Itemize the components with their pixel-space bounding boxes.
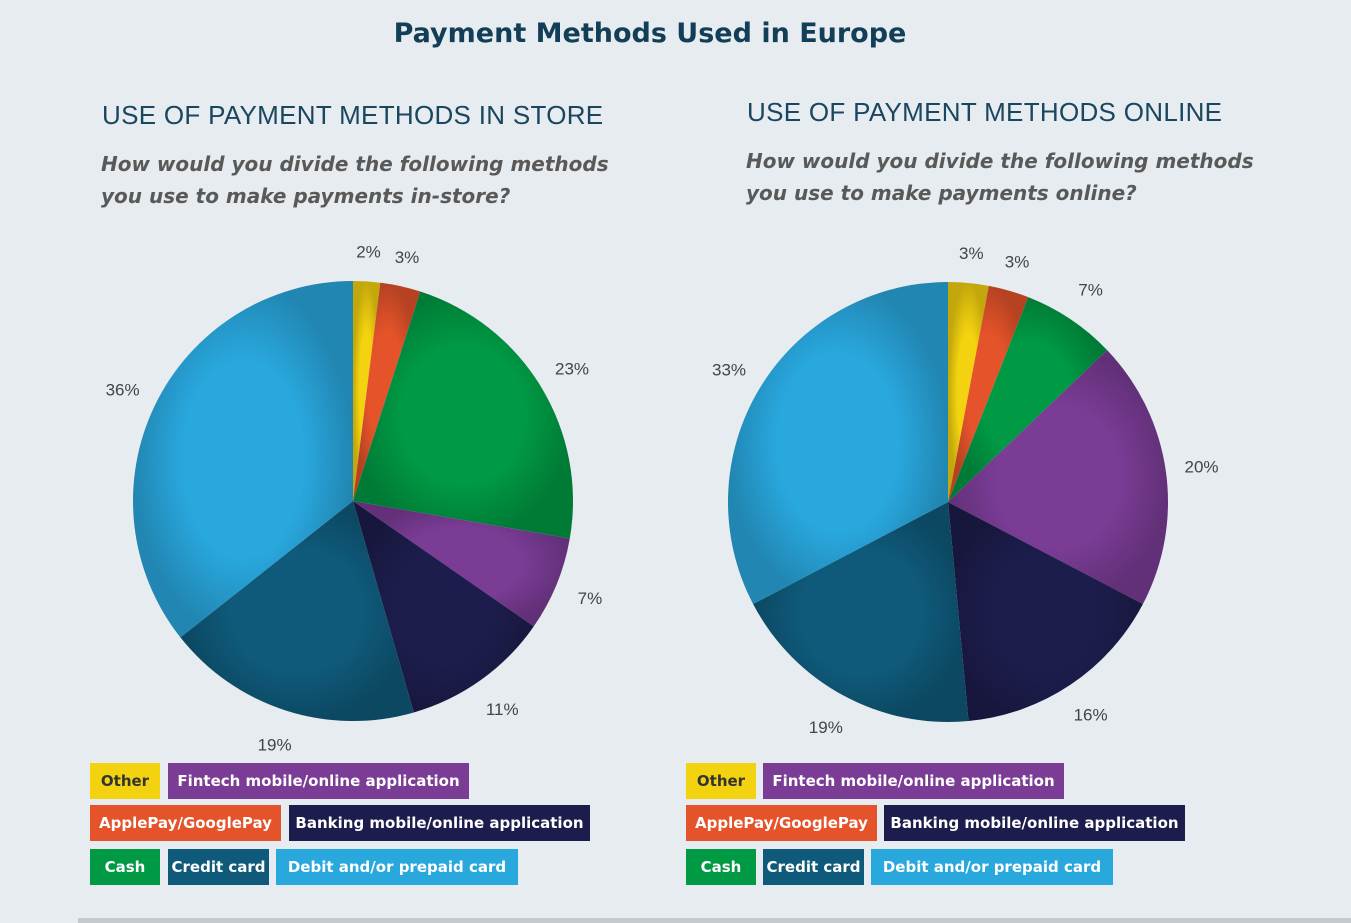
pie-slice-banking xyxy=(353,501,534,713)
pie-label-applepay: 3% xyxy=(1005,253,1030,272)
pie-slice-applepay xyxy=(948,285,1029,502)
pie-label-fintech: 20% xyxy=(1184,457,1218,476)
pie-slice-fintech xyxy=(353,501,570,627)
pie-slice-banking xyxy=(948,502,1143,722)
pie-label-cash: 23% xyxy=(555,359,589,378)
legend-applepay-label: ApplePay/GooglePay xyxy=(99,814,272,832)
legend-cash-label: Cash xyxy=(104,858,146,876)
pie-label-applepay: 3% xyxy=(395,248,420,267)
legend-cash-label: Cash xyxy=(700,858,742,876)
legend-credit-label: Credit card xyxy=(766,858,861,876)
pie-label-banking: 16% xyxy=(1074,706,1108,725)
pie-slice-debit xyxy=(133,281,353,638)
legend-debit: Debit and/or prepaid card xyxy=(276,849,518,885)
online-question-line1: How would you divide the following metho… xyxy=(746,149,1254,173)
pie-slice-other xyxy=(948,282,989,502)
legend-fintech: Fintech mobile/online application xyxy=(168,763,469,799)
legend-credit: Credit card xyxy=(763,849,864,885)
legend-banking: Banking mobile/online application xyxy=(884,805,1185,841)
legend-banking: Banking mobile/online application xyxy=(289,805,590,841)
legend-other: Other xyxy=(90,763,160,799)
page-title: Payment Methods Used in Europe xyxy=(393,18,907,49)
legend-fintech: Fintech mobile/online application xyxy=(763,763,1064,799)
pie-label-banking: 11% xyxy=(486,700,519,719)
pie-label-credit: 19% xyxy=(258,736,292,755)
legend-debit-label: Debit and/or prepaid card xyxy=(287,858,507,876)
legend-banking-label: Banking mobile/online application xyxy=(295,814,584,832)
legend-debit: Debit and/or prepaid card xyxy=(871,849,1113,885)
pie-slice-other xyxy=(353,281,381,501)
pie-label-fintech: 7% xyxy=(578,589,603,608)
pie-label-cash: 7% xyxy=(1078,280,1103,299)
legend-cash: Cash xyxy=(90,849,160,885)
legend-credit: Credit card xyxy=(168,849,269,885)
online-panel-heading: USE OF PAYMENT METHODS ONLINE xyxy=(747,97,1223,127)
legend-applepay: ApplePay/GooglePay xyxy=(90,805,281,841)
legend-banking-label: Banking mobile/online application xyxy=(890,814,1179,832)
legend-debit-label: Debit and/or prepaid card xyxy=(882,858,1102,876)
store-panel-heading: USE OF PAYMENT METHODS IN STORE xyxy=(102,100,604,130)
legend-fintech-label: Fintech mobile/online application xyxy=(177,772,460,790)
pie-label-debit: 33% xyxy=(712,360,746,379)
pie-slice-fintech xyxy=(948,350,1168,605)
pie-slice-applepay xyxy=(353,282,421,501)
pie-slice-cash xyxy=(353,291,574,539)
pie-label-credit: 19% xyxy=(809,718,843,737)
pie-slice-cash xyxy=(948,297,1108,502)
store-question-line2: you use to make payments in-store? xyxy=(101,184,511,208)
legend-other: Other xyxy=(686,763,756,799)
pie-label-debit: 36% xyxy=(106,380,140,399)
online-question-line2: you use to make payments online? xyxy=(746,181,1137,205)
bottom-divider xyxy=(78,918,1351,923)
legend-applepay: ApplePay/GooglePay xyxy=(686,805,877,841)
legend-other-label: Other xyxy=(696,772,746,790)
pie-slice-debit xyxy=(728,282,948,605)
store-question-line1: How would you divide the following metho… xyxy=(101,152,609,176)
legend-applepay-label: ApplePay/GooglePay xyxy=(695,814,868,832)
pie-slice-credit xyxy=(180,501,414,722)
legend-other-label: Other xyxy=(100,772,150,790)
pie-label-other: 2% xyxy=(356,243,381,262)
legend-fintech-label: Fintech mobile/online application xyxy=(772,772,1055,790)
online-pie: 3% 3% 7% 20% 16% 19% 33% xyxy=(712,244,1219,737)
legend-cash: Cash xyxy=(686,849,756,885)
store-pie: 2% 3% 23% 7% 11% 19% 36% xyxy=(106,243,603,755)
legend-credit-label: Credit card xyxy=(171,858,266,876)
pie-slice-credit xyxy=(753,502,969,722)
pie-label-other: 3% xyxy=(959,244,984,263)
